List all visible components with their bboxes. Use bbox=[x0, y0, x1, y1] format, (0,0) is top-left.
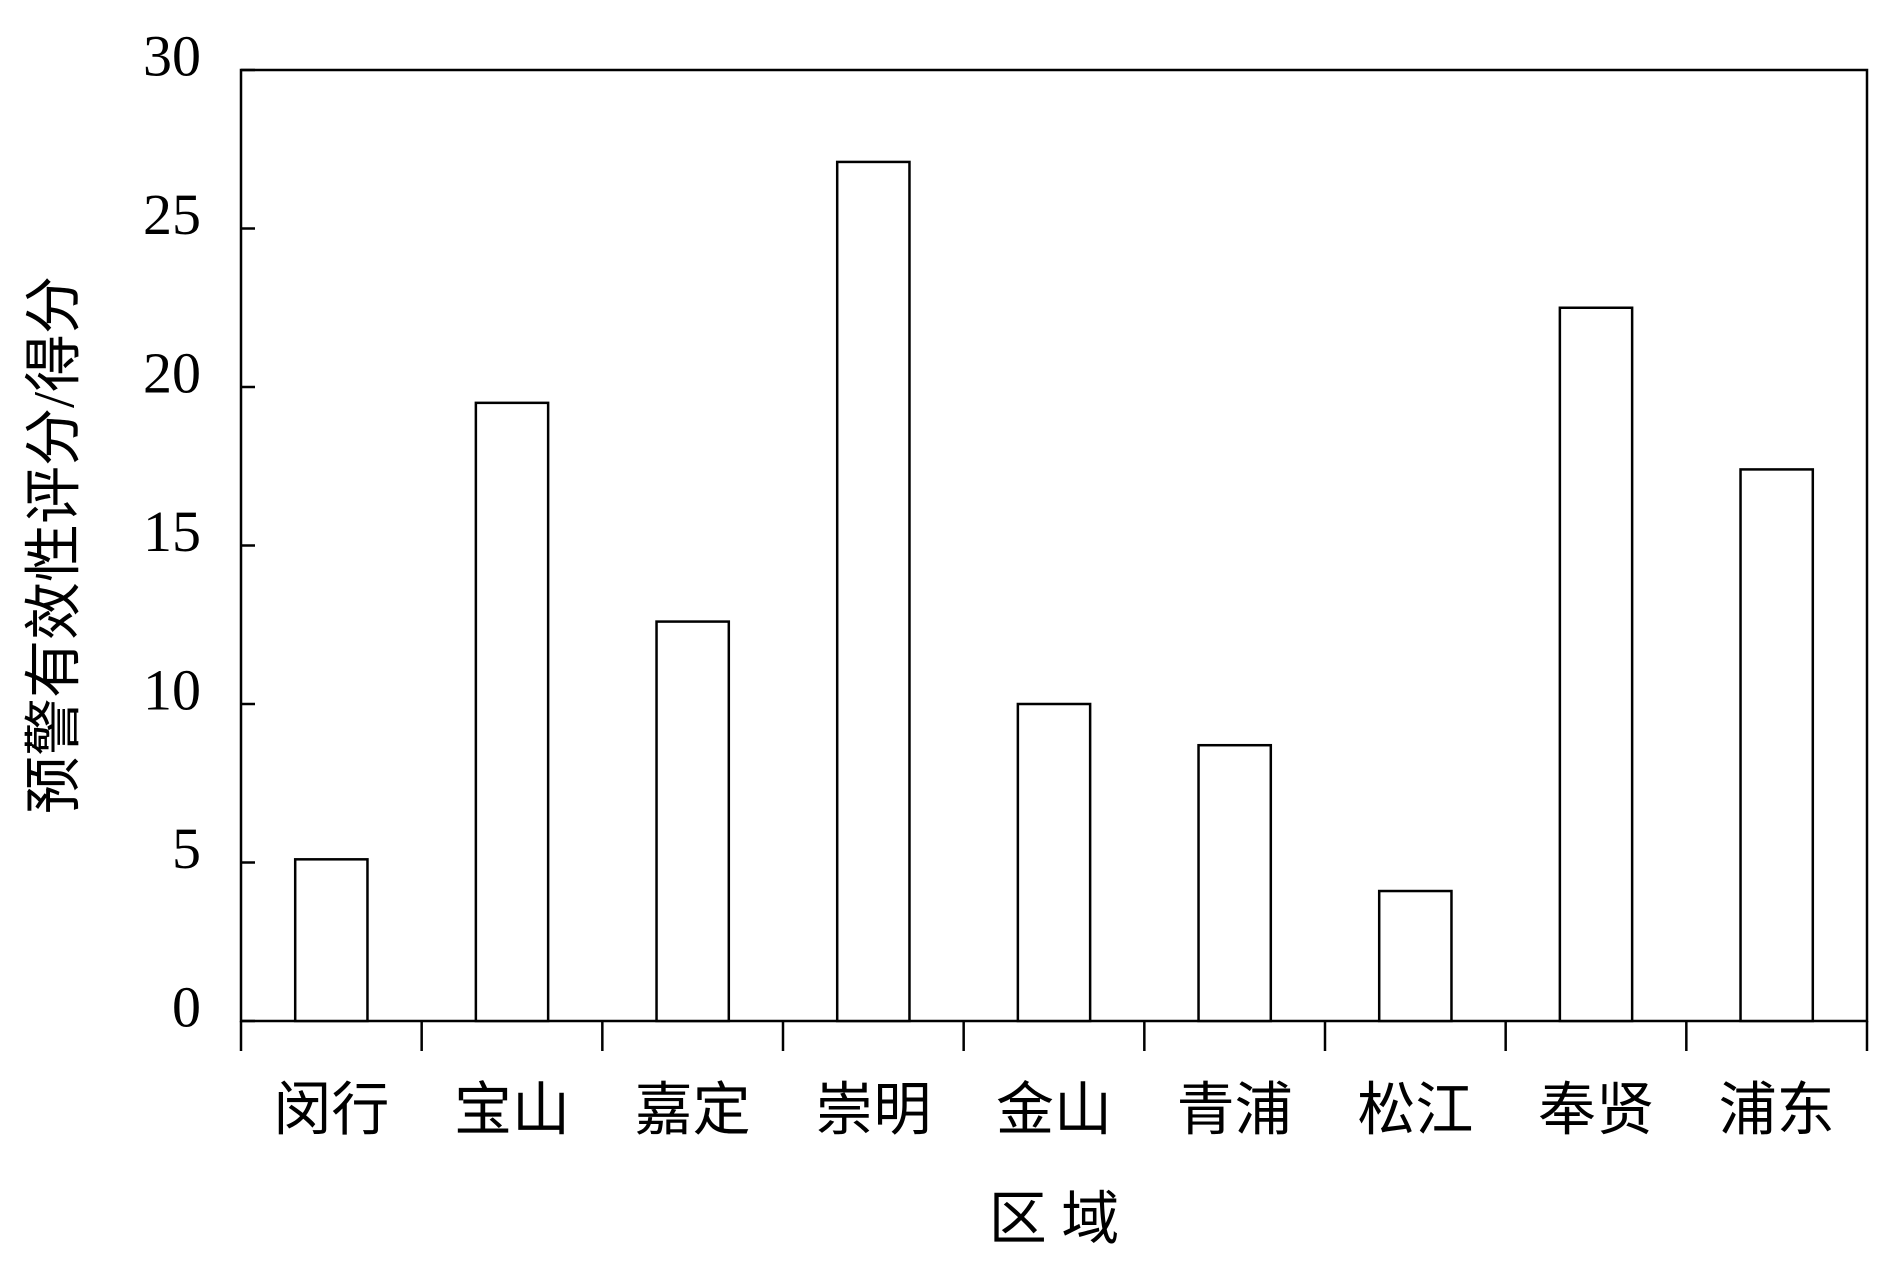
bar bbox=[1558, 306, 1634, 1023]
x-tick-label: 金山 bbox=[996, 1077, 1112, 1142]
x-tick-label: 宝山 bbox=[454, 1077, 570, 1142]
bar bbox=[1197, 743, 1273, 1023]
y-tick-label: 20 bbox=[143, 340, 201, 405]
bar bbox=[1377, 889, 1453, 1023]
x-tick-label: 嘉定 bbox=[635, 1077, 751, 1142]
bar bbox=[1739, 468, 1815, 1023]
x-tick-label: 松江 bbox=[1357, 1077, 1473, 1142]
bar bbox=[1016, 702, 1092, 1023]
y-tick-label: 30 bbox=[143, 23, 201, 88]
bar bbox=[655, 620, 731, 1023]
x-axis-label: 区 域 bbox=[989, 1186, 1120, 1251]
x-tick-label: 崇明 bbox=[815, 1077, 931, 1142]
y-tick-label: 0 bbox=[172, 974, 201, 1039]
y-axis-label: 预警有效性评分/得分 bbox=[21, 276, 86, 814]
x-tick-label: 青浦 bbox=[1177, 1077, 1293, 1142]
y-tick-label: 10 bbox=[143, 657, 201, 722]
bar bbox=[474, 401, 550, 1023]
bar bbox=[835, 160, 911, 1023]
y-tick-label: 15 bbox=[143, 499, 201, 564]
x-tick-label: 奉贤 bbox=[1538, 1077, 1654, 1142]
x-tick-label: 浦东 bbox=[1719, 1077, 1835, 1142]
bar bbox=[293, 858, 369, 1023]
x-tick-label: 闵行 bbox=[273, 1077, 389, 1142]
y-tick-label: 5 bbox=[172, 816, 201, 881]
y-tick-label: 25 bbox=[143, 182, 201, 247]
